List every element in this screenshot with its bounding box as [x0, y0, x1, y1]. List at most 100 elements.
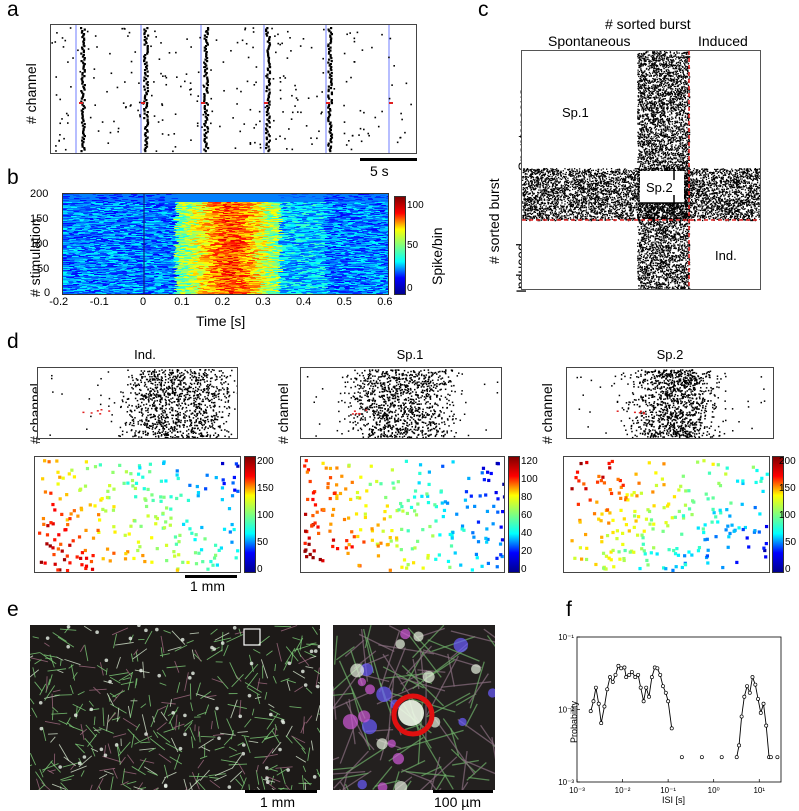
f-data-point	[588, 709, 593, 714]
panel-letter-a: a	[7, 0, 19, 22]
b-ytick-0: 0	[44, 287, 50, 299]
f-data-point	[608, 675, 612, 680]
heatmap-b-canvas	[63, 194, 388, 294]
f-data-point	[747, 690, 752, 695]
f-data-point	[666, 699, 671, 704]
d-raster-ind-canvas	[49, 369, 237, 438]
d-raster-sp1	[300, 367, 502, 439]
f-xtick-label: 10⁻³	[569, 786, 585, 795]
d-cbtick: 150	[257, 483, 274, 494]
f-data-point	[596, 701, 601, 706]
d-map-sp1-canvas	[303, 459, 504, 572]
f-data-point	[739, 714, 744, 719]
d-ylabel-2: # channel	[275, 364, 293, 444]
b-xtick: 0.4	[296, 296, 311, 308]
f-data-point	[758, 710, 763, 715]
panel-b-xlabel: Time [s]	[196, 313, 245, 329]
f-data-point	[633, 675, 638, 680]
f-data-point	[649, 675, 654, 680]
panel-a-ylabel: # channel	[23, 44, 41, 124]
panel-c-title: # sorted burst	[605, 16, 691, 32]
d-cbtick: 120	[521, 456, 538, 467]
d-title-sp2: Sp.2	[640, 347, 700, 362]
panel-letter-c: c	[478, 0, 489, 22]
f-data-point	[742, 694, 747, 699]
d-raster-ind	[37, 367, 238, 439]
f-ytick-label: 10⁻¹	[558, 633, 574, 642]
d-raster-sp2	[566, 367, 774, 439]
panel-c-spontaneous: Spontaneous	[548, 33, 631, 49]
f-data-point	[599, 721, 604, 726]
d-map-sp2-canvas	[570, 459, 769, 572]
micrograph-right-canvas	[333, 625, 495, 790]
micrograph-left	[30, 625, 320, 790]
d-cbtick: 60	[521, 510, 532, 521]
d-cbtick: 0	[785, 564, 791, 575]
colorbar-b	[394, 196, 406, 295]
d-cbtick: 50	[785, 537, 796, 548]
matrix-c-canvas	[522, 51, 760, 289]
f-data-point	[647, 694, 651, 699]
d-ylabel-3: # channel	[539, 364, 557, 444]
panel-c-induced: Induced	[698, 33, 748, 49]
f-series-line-1	[590, 665, 673, 729]
colorbar-b-label: Spike/bin	[429, 205, 447, 285]
label-sp1: Sp.1	[562, 105, 589, 120]
d-raster-sp2-canvas	[576, 369, 766, 438]
scalebar-e-left-line	[245, 790, 317, 793]
b-cbtick-100: 100	[407, 200, 424, 211]
matrix-c	[521, 50, 761, 290]
f-data-point	[644, 685, 649, 690]
d-raster-sp1-canvas	[306, 369, 499, 438]
panel-letter-d: d	[7, 330, 19, 354]
f-data-point	[591, 699, 596, 704]
f-isolated-point	[679, 755, 684, 760]
f-data-point	[619, 666, 624, 671]
b-xtick: -0.1	[90, 296, 109, 308]
heatmap-b	[62, 193, 389, 295]
f-data-point	[636, 672, 641, 677]
f-data-point	[624, 675, 629, 680]
f-data-point	[641, 699, 646, 704]
f-data-point	[629, 669, 634, 674]
scalebar-a-line	[360, 158, 417, 161]
d-colorbar-sp1	[508, 456, 520, 573]
d-title-ind: Ind.	[115, 347, 175, 362]
d-cbtick: 0	[257, 564, 263, 575]
b-ytick-150: 150	[30, 213, 48, 225]
d-cbtick: 100	[521, 474, 538, 485]
scalebar-d-label: 1 mm	[190, 578, 225, 594]
b-cbtick-50: 50	[407, 240, 418, 251]
scalebar-e-right-line	[433, 790, 493, 793]
d-cbtick: 80	[521, 492, 532, 503]
f-isolated-point	[768, 755, 773, 760]
d-cbtick: 100	[779, 510, 796, 521]
f-data-point	[658, 672, 663, 677]
f-isolated-point	[719, 755, 724, 760]
d-map-sp2	[563, 456, 770, 573]
f-data-point	[638, 685, 643, 690]
raster-plot-a	[51, 25, 412, 153]
d-map-ind-canvas	[38, 459, 240, 572]
f-isolated-point	[699, 755, 704, 760]
f-isolated-point	[775, 755, 780, 760]
raster-panel-a	[50, 24, 417, 154]
f-data-point	[627, 672, 632, 677]
f-data-point	[669, 726, 674, 731]
f-data-point	[616, 663, 621, 668]
b-xtick: 0.1	[174, 296, 189, 308]
d-cbtick: 200	[257, 456, 274, 467]
f-data-point	[593, 685, 598, 690]
f-data-point	[737, 743, 741, 748]
scalebar-e-left-label: 1 mm	[260, 794, 295, 810]
f-data-point	[663, 690, 668, 695]
b-cbtick-0: 0	[407, 283, 413, 294]
d-colorbar-sp2	[772, 456, 784, 573]
panel-c-ylabel: # sorted burst	[486, 154, 504, 264]
f-xtick-label: 10⁻¹	[660, 786, 676, 795]
f-data-point	[764, 723, 769, 728]
f-series-line-2	[736, 675, 770, 758]
f-xlabel: ISI [s]	[662, 795, 685, 805]
d-cbtick: 150	[779, 483, 796, 494]
f-axes-box	[576, 636, 782, 783]
